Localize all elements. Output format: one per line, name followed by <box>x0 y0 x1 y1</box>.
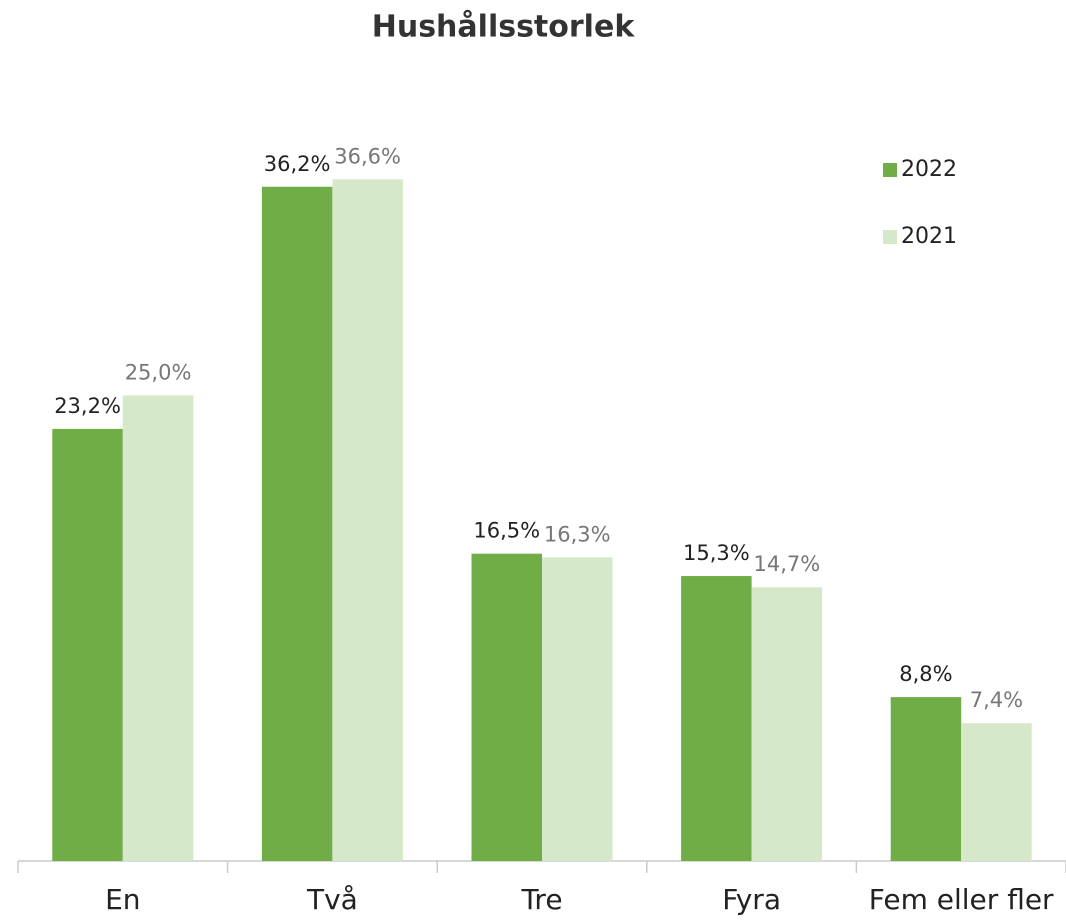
x-tick-label: Tre <box>520 883 562 916</box>
bar <box>52 428 123 861</box>
bar <box>961 723 1032 861</box>
bar <box>332 179 403 861</box>
bar <box>890 697 962 861</box>
x-tick-label: En <box>105 883 140 916</box>
bar <box>471 553 542 861</box>
legend-label: 2021 <box>901 224 957 249</box>
data-label: 23,2% <box>54 394 121 418</box>
bar <box>542 557 613 861</box>
x-tick-label: Fyra <box>722 883 781 916</box>
x-tick-label: Två <box>306 883 358 916</box>
chart-title: Hushållsstorlek <box>372 9 636 45</box>
data-label: 16,3% <box>544 522 611 546</box>
data-label: 36,6% <box>334 144 401 168</box>
data-label: 36,2% <box>264 152 331 176</box>
bar <box>261 186 333 861</box>
data-label: 16,5% <box>473 519 540 543</box>
data-label: 15,3% <box>683 541 750 565</box>
legend-swatch <box>883 230 897 244</box>
bar <box>751 587 823 861</box>
x-tick-label: Fem eller fler <box>869 883 1054 916</box>
data-label: 25,0% <box>125 360 192 384</box>
data-label: 7,4% <box>970 688 1023 712</box>
bar <box>122 395 194 861</box>
legend-label: 2022 <box>901 157 957 182</box>
data-label: 8,8% <box>899 662 952 686</box>
data-label: 14,7% <box>753 552 820 576</box>
bar <box>681 576 752 861</box>
legend-swatch <box>883 163 897 177</box>
